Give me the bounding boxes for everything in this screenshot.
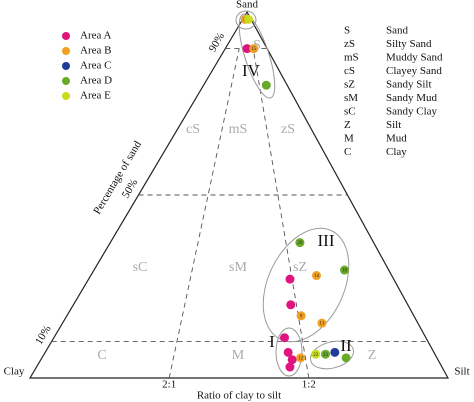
axis-label: Percentage of sand <box>91 139 144 217</box>
key-name: Muddy Sand <box>386 52 443 64</box>
point <box>296 311 306 321</box>
point <box>285 274 295 284</box>
key-name: Mud <box>386 133 407 145</box>
region-label: sC <box>133 260 148 275</box>
key-name: Sandy Clay <box>386 106 438 118</box>
point <box>317 318 327 328</box>
point <box>244 14 254 24</box>
axis-label: Ratio of clay to silt <box>197 390 281 402</box>
point <box>283 347 293 357</box>
group-label: III <box>318 231 335 250</box>
apex-label: Silt <box>454 366 469 378</box>
grid-line <box>168 48 240 379</box>
point <box>311 271 321 281</box>
region-label: sM <box>229 260 247 275</box>
region-label: sZ <box>293 260 307 275</box>
point-label: 23 <box>323 353 329 358</box>
key-name: Clay <box>386 146 407 158</box>
key-name: Sandy Mud <box>386 92 438 104</box>
key-name: Clayey Sand <box>386 65 442 77</box>
key-code: cS <box>344 65 355 77</box>
key-code: mS <box>344 52 359 64</box>
key-code: sC <box>344 106 356 118</box>
legend-marker <box>62 62 70 70</box>
key-code: S <box>344 25 350 37</box>
group-outline <box>309 340 355 370</box>
group-outline <box>262 227 350 343</box>
point <box>242 44 252 54</box>
point <box>280 333 290 343</box>
group-label: II <box>340 336 352 355</box>
point <box>286 300 296 310</box>
region-label: Z <box>368 348 377 363</box>
key-code: M <box>344 133 354 145</box>
key-code: sZ <box>344 79 355 91</box>
region-label: mS <box>229 122 248 137</box>
point-label: 22 <box>313 353 319 358</box>
group-label: IV <box>242 61 261 80</box>
point <box>330 347 340 357</box>
point <box>296 353 306 363</box>
key-name: Silt <box>386 119 401 131</box>
region-label: zS <box>281 122 295 137</box>
legend-label: Area E <box>80 90 111 102</box>
point-label: 11 <box>320 322 325 327</box>
region-label: M <box>232 348 245 363</box>
legend-label: Area A <box>80 30 112 42</box>
legend-marker <box>62 92 70 100</box>
legend-marker <box>62 47 70 55</box>
point-label: 9 <box>300 314 303 319</box>
group-outline <box>235 10 257 30</box>
point <box>341 353 351 363</box>
key-code: Z <box>344 119 351 131</box>
legend-marker <box>62 32 70 40</box>
grid-line <box>252 48 310 379</box>
region-label: C <box>97 348 106 363</box>
group-outline <box>275 327 303 377</box>
legend-label: Area D <box>80 75 112 87</box>
point <box>311 349 321 359</box>
key-code: sM <box>344 92 358 104</box>
point-label: 18 <box>342 269 348 274</box>
key-code: zS <box>344 38 355 50</box>
key-code: C <box>344 146 351 158</box>
point <box>321 349 331 359</box>
legend-marker <box>62 77 70 85</box>
point <box>287 355 297 365</box>
point <box>261 80 271 90</box>
point-label: 20 <box>297 241 303 246</box>
point-label: 15 <box>251 47 257 52</box>
point <box>249 44 259 54</box>
tick-label: 2:1 <box>162 379 176 391</box>
key-name: Silty Sand <box>386 38 432 50</box>
tick-label: 1:2 <box>302 379 316 391</box>
group-label: I <box>269 332 275 351</box>
point-label: 14 <box>314 274 320 279</box>
legend-label: Area C <box>80 60 111 72</box>
key-name: Sandy Silt <box>386 79 432 91</box>
group-outline <box>238 13 276 99</box>
points: 1511149111220182322 <box>240 14 351 372</box>
point <box>340 265 350 275</box>
region-label: cS <box>186 122 200 137</box>
legend-label: Area B <box>80 45 111 57</box>
apex-label: Sand <box>236 0 259 11</box>
point-label: 12 <box>298 357 304 362</box>
point <box>285 362 295 372</box>
point <box>295 238 305 248</box>
apex-label: Clay <box>4 366 25 378</box>
key-name: Sand <box>386 25 409 37</box>
